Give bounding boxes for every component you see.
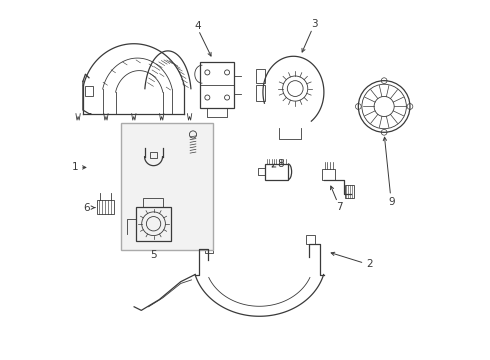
Bar bbox=[97, 200, 114, 214]
Text: 2: 2 bbox=[367, 259, 373, 269]
Text: 9: 9 bbox=[388, 197, 394, 207]
Bar bbox=[256, 85, 265, 101]
Bar bbox=[85, 86, 93, 96]
Bar bbox=[322, 168, 335, 180]
Bar bbox=[200, 62, 234, 108]
Bar bbox=[306, 235, 316, 244]
Text: 7: 7 bbox=[336, 202, 343, 212]
Text: 3: 3 bbox=[312, 19, 318, 29]
Bar bbox=[143, 198, 163, 207]
Bar bbox=[122, 123, 213, 250]
Bar bbox=[256, 69, 265, 83]
Bar bbox=[205, 246, 213, 253]
Bar bbox=[150, 152, 157, 158]
Bar bbox=[344, 185, 354, 198]
Bar bbox=[265, 164, 288, 180]
Text: 4: 4 bbox=[195, 21, 201, 31]
Text: 1: 1 bbox=[72, 162, 78, 172]
Text: 6: 6 bbox=[83, 203, 90, 213]
Text: 5: 5 bbox=[150, 250, 157, 260]
Bar bbox=[136, 207, 172, 241]
Text: 8: 8 bbox=[277, 159, 283, 169]
